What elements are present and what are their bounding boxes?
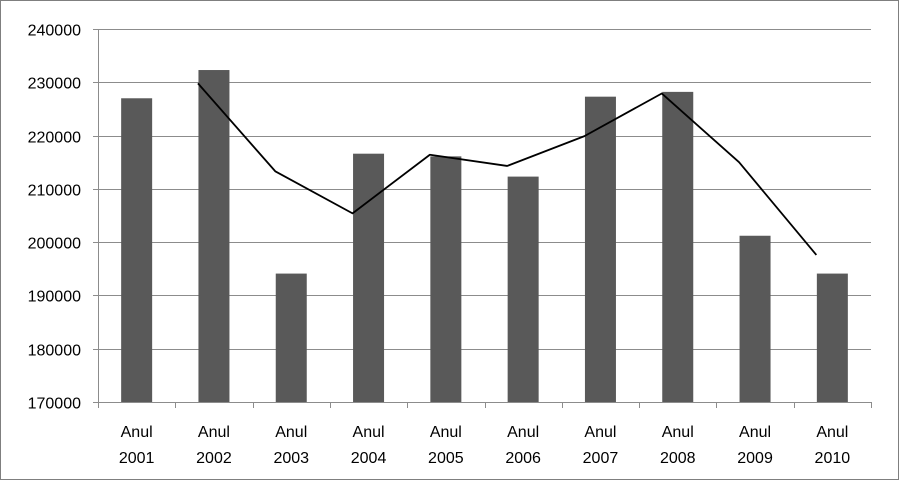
y-tick-label: 240000 [28, 23, 81, 40]
bar [275, 273, 307, 402]
x-tick-label: Anul [662, 424, 694, 441]
x-tick-label: 2003 [273, 450, 309, 467]
x-tick-label: 2008 [660, 450, 696, 467]
y-tick-label: 230000 [28, 76, 81, 93]
x-tick-label: Anul [430, 424, 462, 441]
x-tick-label: 2001 [119, 450, 155, 467]
x-tick-label: Anul [584, 424, 616, 441]
y-tick-label: 180000 [28, 343, 81, 360]
x-tick-label: 2010 [815, 450, 851, 467]
x-tick-label: Anul [353, 424, 385, 441]
x-tick-label: 2007 [583, 450, 619, 467]
bar [739, 235, 771, 402]
x-tick-label: Anul [198, 424, 230, 441]
bar [662, 91, 694, 403]
x-tick-label: 2004 [351, 450, 387, 467]
x-tick-label: Anul [739, 424, 771, 441]
x-tick-label: Anul [507, 424, 539, 441]
series-line [197, 82, 818, 256]
x-tick-label: Anul [275, 424, 307, 441]
x-tick-label: Anul [121, 424, 153, 441]
x-tick-label: Anul [816, 424, 848, 441]
bar [816, 273, 848, 402]
x-tick-label: 2006 [505, 450, 541, 467]
bar [430, 156, 462, 402]
x-tick-label: 2002 [196, 450, 232, 467]
y-tick-label: 190000 [28, 289, 81, 306]
bar [507, 176, 539, 402]
y-tick-label: 220000 [28, 130, 81, 147]
bar [198, 70, 230, 402]
bar [353, 153, 385, 402]
x-tick-label: 2009 [737, 450, 773, 467]
bar [584, 96, 616, 403]
y-tick-label: 210000 [28, 183, 81, 200]
bar [121, 98, 153, 403]
x-tick-label: 2005 [428, 450, 464, 467]
y-tick-label: 170000 [28, 396, 81, 413]
y-tick-label: 200000 [28, 236, 81, 253]
